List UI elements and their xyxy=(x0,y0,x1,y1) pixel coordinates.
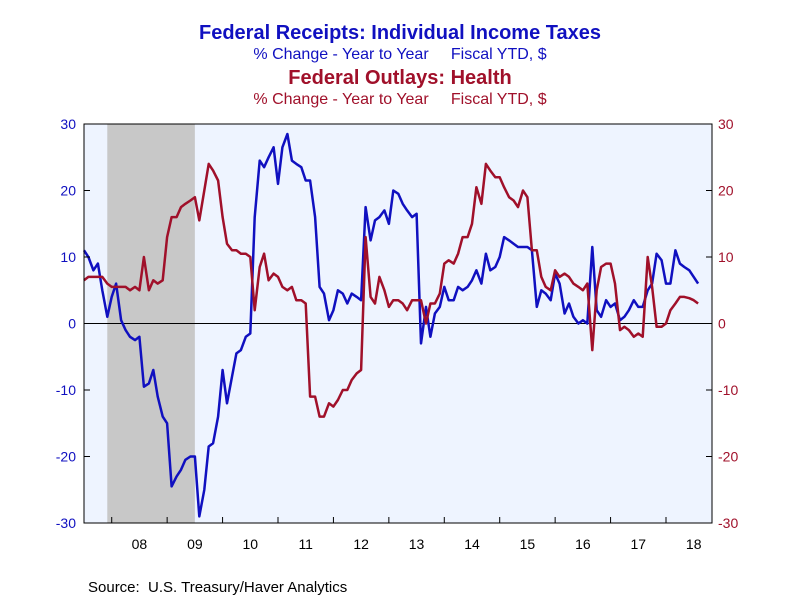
right-tick-label: 0 xyxy=(718,316,726,332)
x-tick-label: 13 xyxy=(409,536,425,552)
x-tick-label: 16 xyxy=(575,536,591,552)
source-note: Source: U.S. Treasury/Haver Analytics xyxy=(88,579,347,596)
left-tick-label: 30 xyxy=(60,116,76,132)
title-series-1: Federal Receipts: Individual Income Taxe… xyxy=(199,22,601,44)
left-tick-label: 20 xyxy=(60,183,76,199)
x-tick-label: 15 xyxy=(520,536,536,552)
series-layer xyxy=(82,132,700,518)
right-tick-label: -10 xyxy=(718,382,738,398)
series-line-health-outlays xyxy=(83,162,699,418)
right-tick-label: 30 xyxy=(718,116,734,132)
subtitle-series-1: % Change - Year to Year Fiscal YTD, $ xyxy=(253,46,546,63)
x-tick-label: 14 xyxy=(464,536,480,552)
left-axis: -30 -20 -10 0 10 20 30 xyxy=(56,116,90,531)
left-tick-label: -30 xyxy=(56,515,76,531)
x-axis: 08 09 10 11 12 13 14 15 16 17 18 xyxy=(111,517,702,552)
x-tick-label: 08 xyxy=(132,536,148,552)
right-axis: -30 -20 -10 0 10 20 30 xyxy=(706,116,738,531)
right-tick-label: -30 xyxy=(718,515,738,531)
left-tick-label: -10 xyxy=(56,382,76,398)
x-tick-label: 11 xyxy=(298,536,313,552)
subtitle-series-2: % Change - Year to Year Fiscal YTD, $ xyxy=(253,91,546,108)
right-tick-label: 20 xyxy=(718,183,734,199)
left-tick-label: 0 xyxy=(68,316,76,332)
x-tick-label: 17 xyxy=(630,536,646,552)
x-tick-label: 18 xyxy=(686,536,702,552)
x-tick-label: 09 xyxy=(187,536,203,552)
x-tick-label: 12 xyxy=(353,536,369,552)
x-tick-label: 10 xyxy=(242,536,258,552)
right-tick-label: 10 xyxy=(718,249,734,265)
left-tick-label: -20 xyxy=(56,449,76,465)
right-tick-label: -20 xyxy=(718,449,738,465)
title-series-2: Federal Outlays: Health xyxy=(288,67,511,89)
left-tick-label: 10 xyxy=(60,249,76,265)
